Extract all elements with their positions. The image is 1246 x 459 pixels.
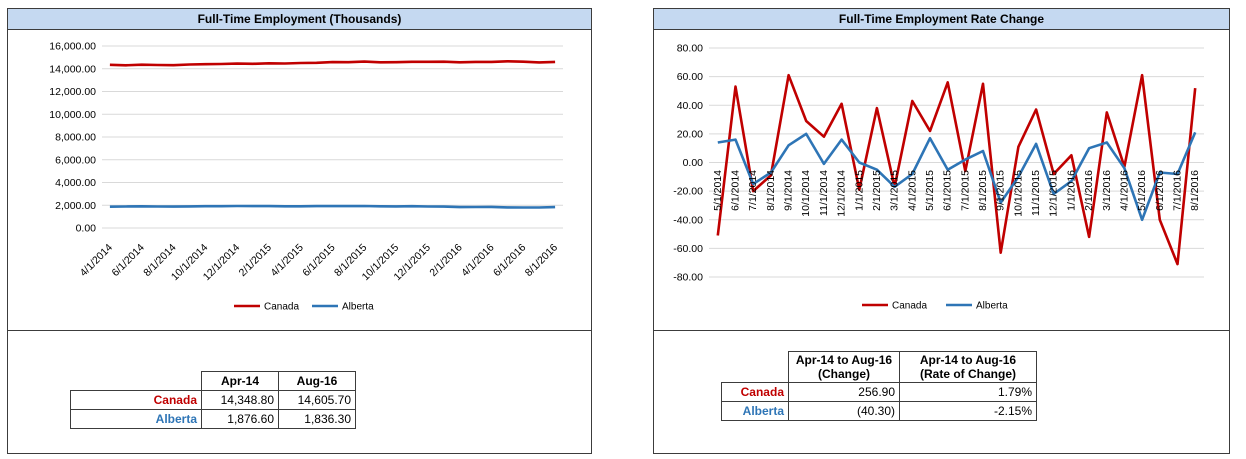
y-tick-label: 80.00 — [677, 43, 703, 55]
x-tick-label: 10/1/2014 — [800, 170, 812, 217]
chart-title: Full-Time Employment (Thousands) — [8, 9, 591, 30]
x-tick-label: 6/1/2015 — [942, 170, 954, 211]
table-header-row: Apr-14 to Aug-16 (Change) Apr-14 to Aug-… — [722, 351, 1037, 383]
legend-label-canada: Canada — [892, 301, 927, 312]
y-tick-label: 0.00 — [76, 223, 97, 235]
legend-label-alberta: Alberta — [976, 301, 1008, 312]
row-label-canada: Canada — [721, 382, 789, 402]
x-tick-label: 6/1/2015 — [300, 242, 337, 279]
x-tick-label: 5/1/2016 — [1136, 170, 1148, 211]
y-tick-label: -40.00 — [673, 214, 703, 226]
table-row: Canada 256.90 1.79% — [721, 382, 1037, 402]
table-cell: -2.15% — [899, 401, 1037, 421]
row-label-alberta: Alberta — [721, 401, 789, 421]
x-tick-label: 11/1/2014 — [818, 170, 830, 216]
employment-summary-table: Apr-14 Aug-16 Canada 14,348.80 14,605.70… — [70, 371, 356, 429]
employment-panel: Full-Time Employment (Thousands) 16,000.… — [7, 8, 592, 454]
x-tick-label: 11/1/2015 — [1030, 170, 1042, 216]
x-tick-label: 6/1/2014 — [109, 242, 146, 279]
table-cell: 14,605.70 — [278, 390, 356, 410]
x-tick-label: 12/1/2014 — [836, 170, 848, 217]
x-tick-label: 8/1/2016 — [523, 242, 560, 279]
series-line-canada — [716, 73, 1197, 266]
table-header: Apr-14 — [201, 371, 279, 391]
rate-change-chart-area: 80.00 60.00 40.00 20.00 0.00 -20.00 -40.00 -60.… — [654, 30, 1229, 331]
y-tick-label: 60.00 — [677, 71, 703, 83]
x-tick-label: 6/1/2014 — [730, 170, 742, 211]
table-row: Alberta (40.30) -2.15% — [721, 401, 1037, 421]
row-label-alberta: Alberta — [70, 409, 202, 429]
x-tick-label: 4/1/2016 — [459, 242, 496, 279]
y-tick-label: 0.00 — [683, 157, 704, 169]
x-tick-label: 5/1/2015 — [924, 170, 936, 211]
y-tick-label: -20.00 — [673, 186, 703, 198]
header-line: (Change) — [818, 367, 870, 381]
x-tick-label: 2/1/2015 — [237, 242, 274, 279]
x-tick-label: 7/1/2014 — [747, 170, 759, 211]
x-tick-label: 10/1/2015 — [1012, 170, 1024, 217]
y-tick-label: 16,000.00 — [49, 41, 96, 53]
table-cell: 256.90 — [788, 382, 900, 402]
x-tick-label: 7/1/2016 — [1171, 170, 1183, 211]
x-tick-label: 6/1/2016 — [491, 242, 528, 279]
rate-change-summary-table: Apr-14 to Aug-16 (Change) Apr-14 to Aug-… — [721, 351, 1037, 421]
y-tick-label: 14,000.00 — [49, 63, 96, 75]
y-tick-label: 6,000.00 — [55, 154, 96, 166]
y-tick-label: 8,000.00 — [55, 132, 96, 144]
x-tick-label: 1/1/2015 — [853, 170, 865, 211]
x-tick-label: 2/1/2016 — [1083, 170, 1095, 211]
table-cell: 14,348.80 — [201, 390, 279, 410]
table-row: Canada 14,348.80 14,605.70 — [70, 390, 356, 410]
x-tick-label: 8/1/2016 — [1189, 170, 1201, 211]
legend-label-alberta: Alberta — [342, 302, 374, 313]
header-line: Apr-14 to Aug-16 — [919, 353, 1017, 367]
x-tick-label: 2/1/2016 — [427, 242, 464, 279]
x-tick-label: 6/1/2016 — [1154, 170, 1166, 211]
series-line-canada — [109, 59, 556, 67]
table-cell: (40.30) — [788, 401, 900, 421]
table-header: Apr-14 to Aug-16 (Change) — [788, 351, 900, 383]
y-tick-label: 4,000.00 — [55, 177, 96, 189]
x-tick-label: 3/1/2016 — [1101, 170, 1113, 211]
employment-chart-area: 16,000.00 14,000.00 12,000.00 10,000.00 8,00… — [8, 30, 591, 331]
chart-title: Full-Time Employment Rate Change — [654, 9, 1229, 30]
x-tick-label: 4/1/2015 — [268, 242, 305, 279]
table-row: Alberta 1,876.60 1,836.30 — [70, 409, 356, 429]
x-tick-label: 8/1/2015 — [977, 170, 989, 211]
header-line: (Rate of Change) — [920, 367, 1016, 381]
x-tick-label: 1/1/2016 — [1065, 170, 1077, 211]
x-tick-label: 4/1/2014 — [78, 242, 115, 279]
employment-line-chart: 16,000.00 14,000.00 12,000.00 10,000.00 8,00… — [49, 41, 563, 313]
x-tick-label: 4/1/2015 — [906, 170, 918, 211]
y-tick-label: 12,000.00 — [49, 86, 96, 98]
series-line-alberta — [109, 204, 556, 209]
table-header-row: Apr-14 Aug-16 — [71, 371, 356, 391]
x-tick-label: 2/1/2015 — [871, 170, 883, 211]
table-cell: 1,876.60 — [201, 409, 279, 429]
x-tick-label: 3/1/2015 — [889, 170, 901, 211]
x-tick-label: 4/1/2016 — [1118, 170, 1130, 211]
x-tick-label: 12/1/2015 — [1048, 170, 1060, 217]
y-tick-label: -60.00 — [673, 243, 703, 255]
header-line: Apr-14 to Aug-16 — [795, 353, 893, 367]
table-header: Aug-16 — [278, 371, 356, 391]
x-tick-label: 5/1/2014 — [712, 170, 724, 211]
table-header: Apr-14 to Aug-16 (Rate of Change) — [899, 351, 1037, 383]
y-tick-label: 40.00 — [677, 100, 703, 112]
y-tick-label: 10,000.00 — [49, 109, 96, 121]
x-tick-label: 9/1/2015 — [995, 170, 1007, 211]
table-cell: 1.79% — [899, 382, 1037, 402]
table-cell: 1,836.30 — [278, 409, 356, 429]
y-tick-label: 2,000.00 — [55, 200, 96, 212]
row-label-canada: Canada — [70, 390, 202, 410]
x-tick-label: 7/1/2015 — [959, 170, 971, 211]
rate-change-line-chart: 80.00 60.00 40.00 20.00 0.00 -20.00 -40.00 -60.… — [673, 43, 1204, 312]
legend-label-canada: Canada — [264, 302, 299, 313]
rate-change-panel: Full-Time Employment Rate Change 80.00 60… — [653, 8, 1230, 454]
x-tick-label: 8/1/2014 — [765, 170, 777, 211]
x-tick-label: 9/1/2014 — [783, 170, 795, 211]
y-tick-label: 20.00 — [677, 128, 703, 140]
y-tick-label: -80.00 — [673, 272, 703, 284]
series-line-alberta — [717, 131, 1197, 222]
